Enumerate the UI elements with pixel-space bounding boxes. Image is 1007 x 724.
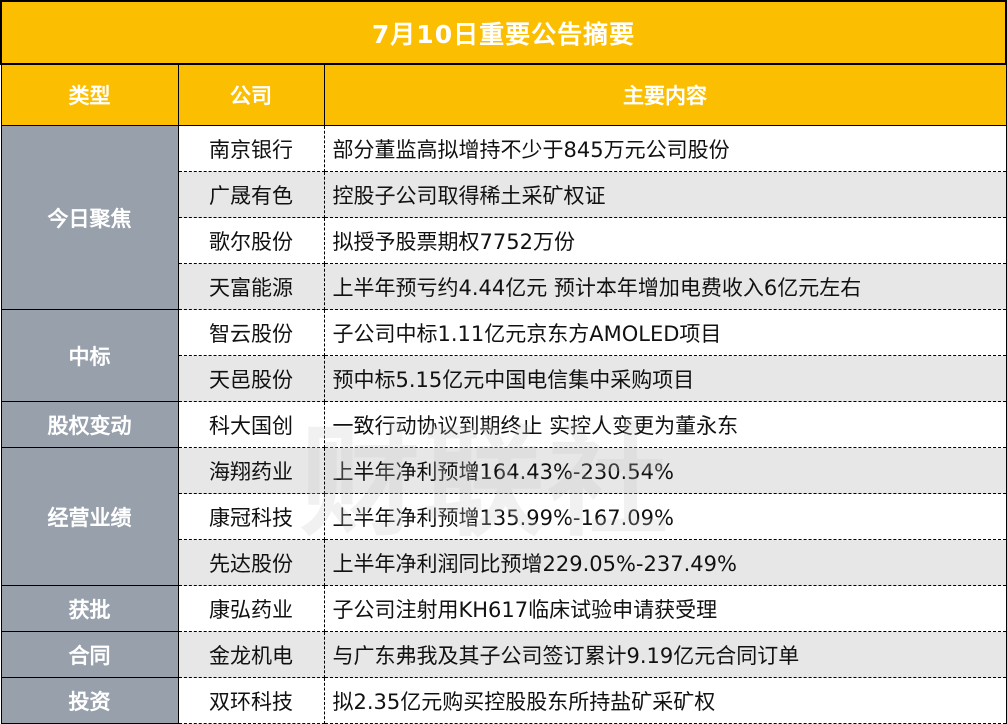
category-cell: 获批: [0, 585, 179, 632]
table-row: 广晟有色 控股子公司取得稀土采矿权证: [1, 171, 1007, 218]
category-cell: 投资: [0, 677, 179, 724]
content-cell: 拟授予股票期权7752万份: [324, 217, 1007, 264]
content-cell: 子公司中标1.11亿元京东方AMOLED项目: [324, 309, 1007, 356]
content-cell: 与广东弗我及其子公司签订累计9.19亿元合同订单: [324, 631, 1007, 678]
company-cell: 先达股份: [177, 539, 325, 586]
table-row: 中标 智云股份 子公司中标1.11亿元京东方AMOLED项目: [0, 309, 1007, 402]
company-cell: 康弘药业: [177, 585, 325, 632]
table-row: 先达股份 上半年净利润同比预增229.05%-237.49%: [1, 539, 1007, 586]
company-cell: 南京银行: [177, 125, 325, 172]
content-cell: 上半年净利预增164.43%-230.54%: [324, 447, 1007, 494]
table-row: 合同 金龙机电 与广东弗我及其子公司签订累计9.19亿元合同订单: [0, 631, 1007, 678]
table-row: 今日聚焦 南京银行 部分董监高拟增持不少于845万元公司股份: [0, 125, 1007, 310]
header-company: 公司: [177, 63, 325, 126]
company-cell: 双环科技: [177, 677, 325, 724]
content-cell: 上半年净利润同比预增229.05%-237.49%: [324, 539, 1007, 586]
content-cell: 子公司注射用KH617临床试验申请获受理: [324, 585, 1007, 632]
content-cell: 部分董监高拟增持不少于845万元公司股份: [324, 125, 1007, 172]
content-cell: 拟2.35亿元购买控股股东所持盐矿采矿权: [324, 677, 1007, 724]
category-cell: 合同: [0, 631, 179, 678]
header-type: 类型: [0, 63, 179, 126]
content-cell: 预中标5.15亿元中国电信集中采购项目: [324, 355, 1007, 402]
company-cell: 海翔药业: [177, 447, 325, 494]
table-row: 经营业绩 海翔药业 上半年净利预增164.43%-230.54%: [0, 447, 1007, 586]
header-content: 主要内容: [323, 63, 1007, 126]
category-cell: 今日聚焦: [0, 125, 179, 310]
company-cell: 智云股份: [177, 309, 325, 356]
company-cell: 天邑股份: [177, 355, 325, 402]
category-cell: 经营业绩: [0, 447, 179, 586]
category-cell: 中标: [0, 309, 179, 402]
header-row: 类型 公司 主要内容: [0, 63, 1007, 126]
content-cell: 一致行动协议到期终止 实控人变更为董永东: [324, 401, 1007, 448]
table-row: 歌尔股份 拟授予股票期权7752万份: [1, 217, 1007, 264]
company-cell: 歌尔股份: [177, 217, 325, 264]
table-row: 天邑股份 预中标5.15亿元中国电信集中采购项目: [1, 355, 1007, 402]
table-row: 获批 康弘药业 子公司注射用KH617临床试验申请获受理: [0, 585, 1007, 632]
table-row: 天富能源 上半年预亏约4.44亿元 预计本年增加电费收入6亿元左右: [1, 263, 1007, 310]
company-cell: 金龙机电: [177, 631, 325, 678]
content-cell: 控股子公司取得稀土采矿权证: [324, 171, 1007, 218]
company-cell: 康冠科技: [177, 493, 325, 540]
table-row: 股权变动 科大国创 一致行动协议到期终止 实控人变更为董永东: [0, 401, 1007, 448]
category-cell: 股权变动: [0, 401, 179, 448]
content-cell: 上半年预亏约4.44亿元 预计本年增加电费收入6亿元左右: [324, 263, 1007, 310]
content-cell: 上半年净利预增135.99%-167.09%: [324, 493, 1007, 540]
company-cell: 广晟有色: [177, 171, 325, 218]
table-row: 投资 双环科技 拟2.35亿元购买控股股东所持盐矿采矿权: [0, 677, 1007, 724]
table-title: 7月10日重要公告摘要: [0, 0, 1007, 65]
company-cell: 科大国创: [177, 401, 325, 448]
company-cell: 天富能源: [177, 263, 325, 310]
